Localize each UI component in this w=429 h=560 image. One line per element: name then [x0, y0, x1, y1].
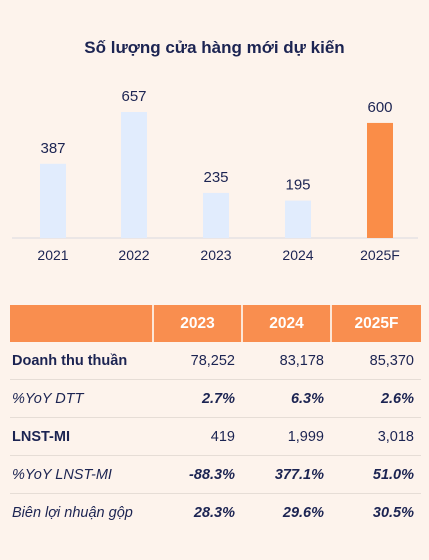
- table-row: LNST-MI 419 1,999 3,018: [10, 417, 421, 456]
- table-header-row: 2023 2024 2025F: [10, 305, 421, 342]
- table-cell: 6.3%: [242, 379, 331, 418]
- table-cell: 2.6%: [331, 379, 421, 418]
- table-cell: 51.0%: [331, 455, 421, 494]
- data-label: 600: [367, 99, 392, 116]
- table-cell: 2.7%: [153, 379, 242, 418]
- financial-table: 2023 2024 2025F Doanh thu thuần 78,252 83,…: [10, 305, 421, 531]
- table-cell: 1,999: [242, 417, 331, 456]
- row-label: LNST-MI: [10, 417, 153, 456]
- x-tick-label: 2025F: [360, 247, 400, 263]
- row-label: Biên lợi nhuận gộp: [10, 493, 153, 531]
- x-tick-label: 2022: [118, 247, 149, 263]
- bar-2024: [285, 200, 311, 238]
- data-label: 657: [121, 88, 146, 105]
- bar-2021: [40, 163, 66, 238]
- header-cell: 2024: [241, 305, 331, 342]
- header-cell: 2023: [152, 305, 242, 342]
- row-label: Doanh thu thuần: [12, 352, 128, 369]
- data-label: 195: [285, 177, 310, 194]
- row-label: %YoY LNST-MI: [10, 455, 153, 494]
- table-row: Biên lợi nhuận gộp 28.3% 29.6% 30.5%: [10, 493, 421, 531]
- data-label: 235: [203, 169, 228, 186]
- data-label: 387: [40, 140, 65, 157]
- table-row: %YoY DTT 2.7% 6.3% 2.6%: [10, 379, 421, 418]
- table-cell: 83,178: [279, 352, 324, 369]
- table-row: Doanh thu thuần 78,252 83,178 85,370: [10, 342, 421, 380]
- bar-chart: 387 2021 657 2022 235 2023 195 2024 600 2025F: [12, 88, 418, 263]
- bar-2025F: [367, 122, 393, 238]
- table-cell: 3,018: [331, 417, 421, 456]
- x-tick-label: 2023: [200, 247, 231, 263]
- table-cell: 30.5%: [331, 493, 421, 531]
- table-cell: 419: [153, 417, 242, 456]
- table-cell: 29.6%: [242, 493, 331, 531]
- table-row: %YoY LNST-MI -88.3% 377.1% 51.0%: [10, 455, 421, 494]
- chart-title: Số lượng cửa hàng mới dự kiến: [84, 38, 345, 57]
- x-tick-label: 2021: [37, 247, 68, 263]
- table-cell: 377.1%: [242, 455, 331, 494]
- header-cell: 2025F: [330, 305, 421, 342]
- bar-2023: [203, 192, 229, 238]
- x-tick-label: 2024: [282, 247, 313, 263]
- row-label: %YoY DTT: [10, 379, 153, 418]
- bar-2022: [121, 112, 147, 238]
- table-cell: -88.3%: [153, 455, 242, 494]
- table-cell: 28.3%: [153, 493, 242, 531]
- table-cell: 85,370: [369, 352, 414, 369]
- header-cell: [10, 305, 153, 342]
- table-cell: 78,252: [190, 352, 235, 369]
